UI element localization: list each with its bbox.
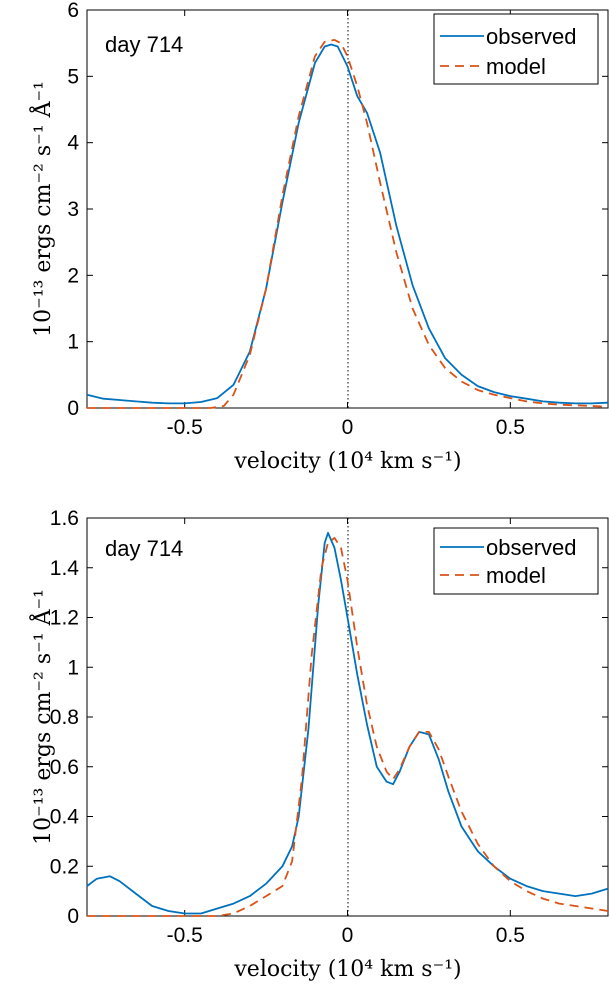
- panel-2-xticks: -0.5 0 0.5: [167, 518, 525, 947]
- panel-2-ytick-label: 0.4: [50, 806, 80, 829]
- panel-2-series: [86, 532, 609, 917]
- panel-1-legend: observed model: [433, 13, 599, 85]
- panel-2-xtick-label: -0.5: [167, 924, 203, 947]
- panel-2-ytick-label: 0.8: [50, 706, 79, 729]
- panel-2-legend: observed model: [433, 527, 599, 595]
- panel-1-legend-observed-label: observed: [486, 24, 577, 49]
- panel-2-ytick-label: 1.4: [50, 557, 80, 580]
- panel-2-ytick-label: 0.6: [50, 756, 79, 779]
- panel-2-legend-observed-label: observed: [486, 535, 577, 560]
- panel-1-ytick-label: 3: [67, 198, 79, 221]
- panel-2-xtick-label: 0: [342, 924, 354, 947]
- panel-1-ytick-label: 6: [67, 0, 79, 22]
- panel-2-ytick-label: 1.6: [50, 507, 79, 530]
- panel-1-ytick-label: 2: [67, 264, 79, 287]
- panel-2-legend-box: [433, 527, 599, 595]
- panel-1-ytick-label: 1: [67, 331, 79, 354]
- panel-2-ytick-label: 0.2: [50, 855, 79, 878]
- panel-1-legend-box: [433, 13, 599, 85]
- panel-2-series-observed: [86, 532, 609, 915]
- panel-1-ytick-label: 4: [67, 132, 79, 155]
- panel-2-ytick-label: 0: [67, 905, 79, 928]
- panel-1-x-axis-label: velocity (10⁴ km s⁻¹): [233, 449, 461, 474]
- panel-2-y-axis-label: 10⁻¹³ ergs cm⁻² s⁻¹ Å⁻¹: [28, 589, 56, 845]
- panel-1-y-axis-label: 10⁻¹³ ergs cm⁻² s⁻¹ Å⁻¹: [28, 81, 56, 337]
- panel-2-ytick-label: 1.2: [50, 607, 79, 630]
- panel-1-xtick-label: -0.5: [167, 416, 203, 439]
- panel-1-series-model: [87, 39, 609, 409]
- panel-2-series-model: [87, 537, 609, 917]
- panel-2-yticks: 0 0.2 0.4 0.6 0.8 1 1.2 1.4 1.6: [50, 507, 608, 928]
- panel-2: 0 0.2 0.4 0.6 0.8 1 1.2 1.4 1.6 -0.5 0 0.5 day 714…: [28, 507, 609, 982]
- panel-1-xtick-label: 0: [342, 416, 354, 439]
- panel-1-ytick-label: 0: [67, 397, 79, 420]
- panel-1-series-observed: [86, 43, 609, 405]
- panel-1-annotation: day 714: [105, 32, 183, 57]
- panel-1-legend-model-label: model: [486, 54, 546, 79]
- panel-1-ytick-label: 5: [67, 65, 79, 88]
- panel-2-ytick-label: 1: [67, 656, 79, 679]
- panel-2-annotation: day 714: [105, 536, 183, 561]
- panel-2-xtick-label: 0.5: [496, 924, 525, 947]
- panel-1-xtick-label: 0.5: [496, 416, 525, 439]
- panel-1-series: [86, 39, 609, 409]
- panel-2-x-axis-label: velocity (10⁴ km s⁻¹): [233, 957, 461, 982]
- panel-2-legend-model-label: model: [486, 563, 546, 588]
